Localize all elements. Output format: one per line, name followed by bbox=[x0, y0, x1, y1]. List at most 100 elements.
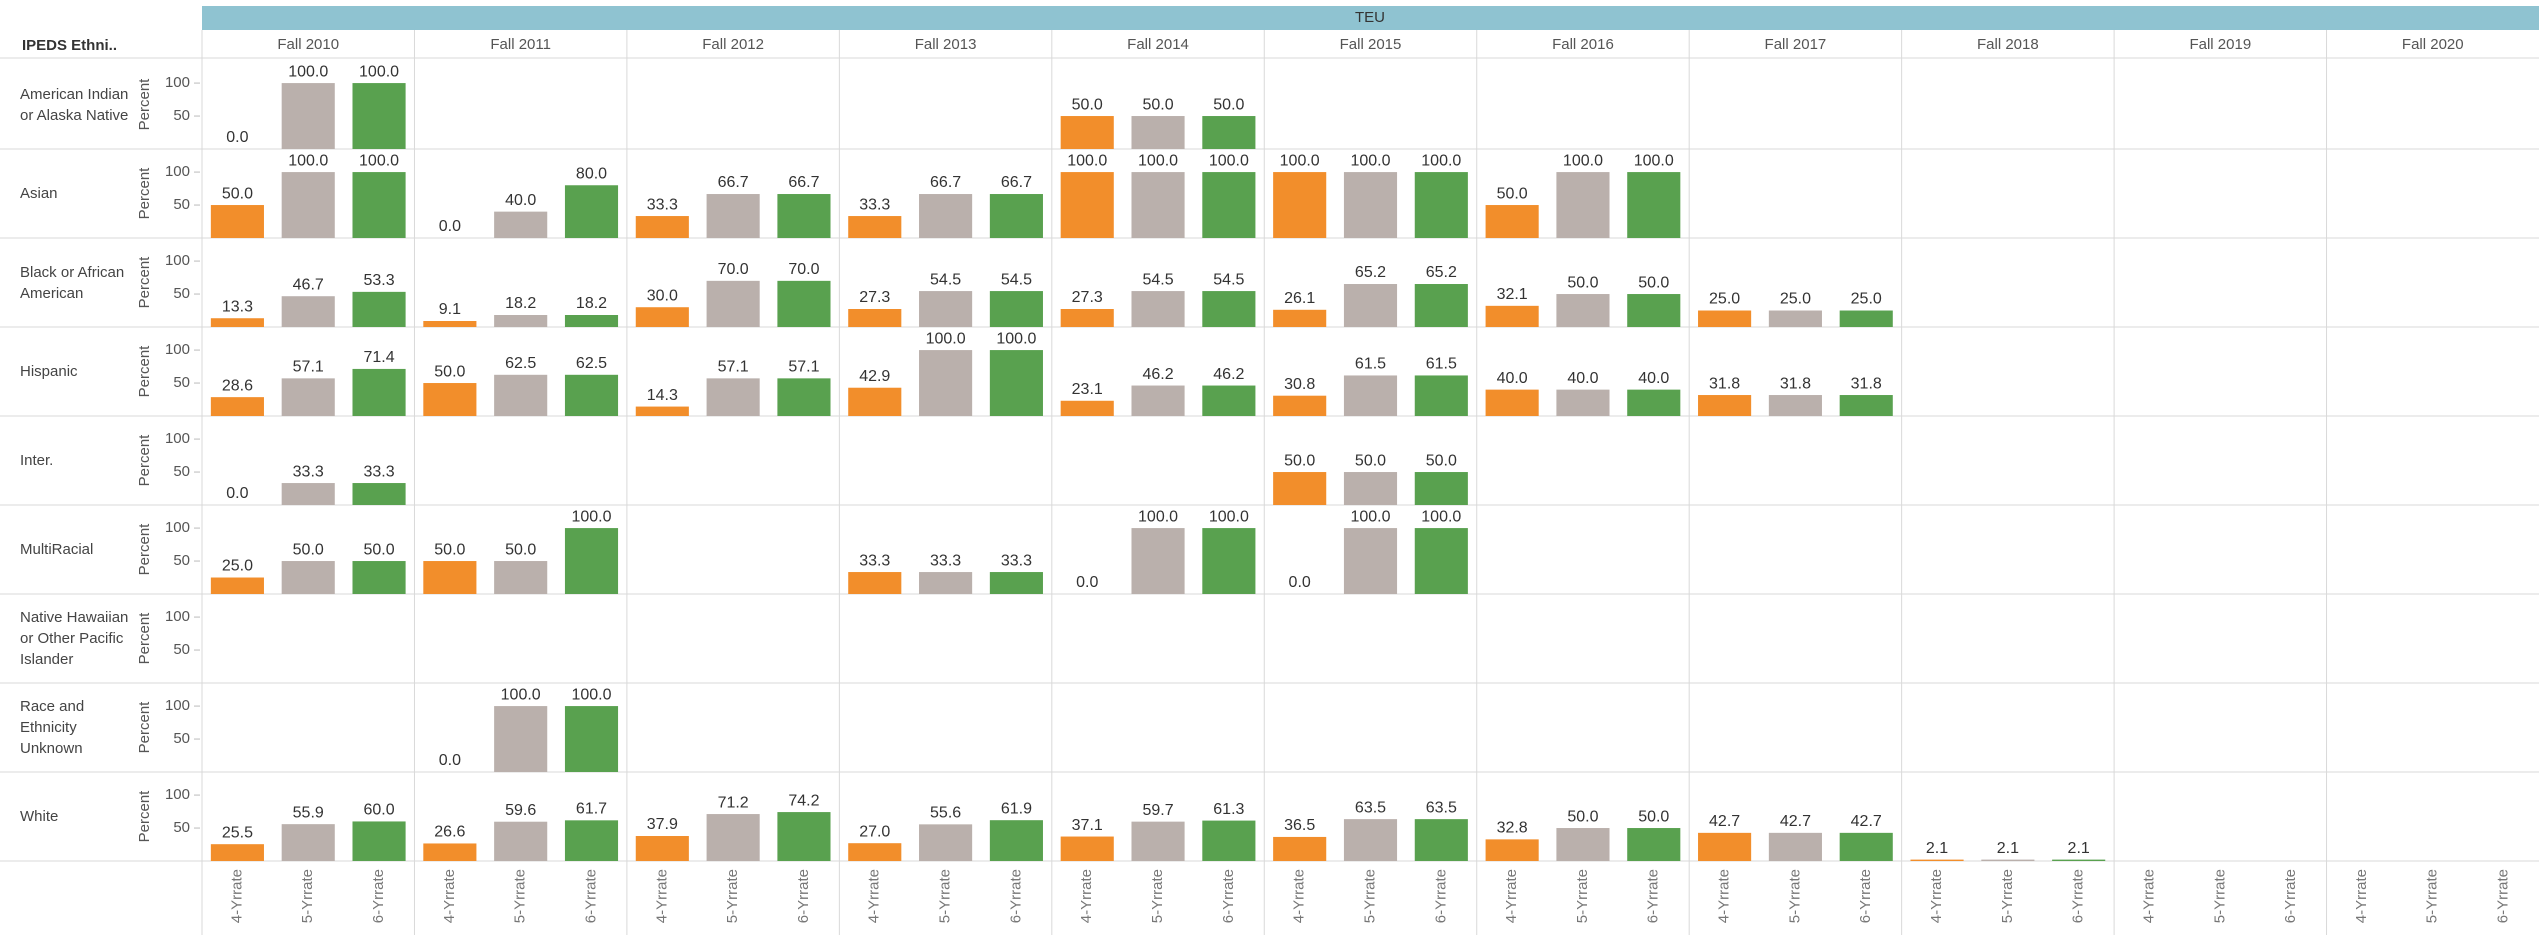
row-label: Asian bbox=[20, 185, 58, 202]
value-label: 18.2 bbox=[576, 295, 607, 312]
bar bbox=[635, 836, 689, 861]
value-label: 54.5 bbox=[1142, 271, 1173, 288]
bar bbox=[1414, 472, 1468, 505]
bar bbox=[1343, 819, 1398, 861]
bar bbox=[706, 814, 760, 861]
bar bbox=[423, 843, 477, 861]
bar bbox=[1343, 472, 1398, 505]
value-label: 0.0 bbox=[1076, 574, 1098, 591]
bar bbox=[1273, 309, 1327, 327]
value-label: 55.6 bbox=[930, 805, 961, 822]
value-label: 50.0 bbox=[505, 541, 536, 558]
bar bbox=[989, 572, 1043, 594]
column-header: Fall 2012 bbox=[702, 36, 764, 53]
bar bbox=[1414, 172, 1468, 238]
x-tick-label: 4-Yrrate bbox=[1928, 869, 1945, 923]
bar bbox=[919, 194, 973, 238]
value-label: 50.0 bbox=[1142, 96, 1173, 113]
value-label: 46.2 bbox=[1142, 366, 1173, 383]
y-tick-label: 100 bbox=[165, 786, 190, 803]
bar bbox=[1060, 116, 1114, 149]
value-label: 74.2 bbox=[788, 792, 819, 809]
bar bbox=[210, 844, 264, 861]
x-tick-label: 6-Yrrate bbox=[795, 869, 812, 923]
value-label: 0.0 bbox=[439, 218, 461, 235]
value-label: 50.0 bbox=[1072, 96, 1103, 113]
bar bbox=[1698, 310, 1752, 327]
x-tick-label: 6-Yrrate bbox=[1007, 869, 1024, 923]
bar bbox=[352, 483, 406, 505]
value-label: 42.7 bbox=[1851, 813, 1882, 830]
y-tick-label: 50 bbox=[173, 196, 190, 213]
x-tick-label: 4-Yrrate bbox=[1291, 869, 1308, 923]
column-header: Fall 2017 bbox=[1765, 36, 1827, 53]
column-header: Fall 2013 bbox=[915, 36, 977, 53]
bar bbox=[1768, 395, 1822, 416]
value-label: 27.3 bbox=[1072, 289, 1103, 306]
x-tick-label: 5-Yrrate bbox=[1999, 869, 2016, 923]
value-label: 50.0 bbox=[222, 185, 253, 202]
bar bbox=[989, 350, 1043, 416]
row-label: Race and Ethnicity Unknown bbox=[20, 698, 85, 757]
row-label: Black or African American bbox=[20, 263, 125, 302]
bar bbox=[1414, 375, 1468, 416]
bar bbox=[1273, 836, 1327, 861]
value-label: 50.0 bbox=[363, 541, 394, 558]
value-label: 66.7 bbox=[718, 174, 749, 191]
bar bbox=[1060, 309, 1114, 327]
x-tick-label: 6-Yrrate bbox=[2282, 869, 2299, 923]
bar bbox=[494, 374, 548, 416]
value-label: 18.2 bbox=[505, 295, 536, 312]
value-label: 50.0 bbox=[434, 363, 465, 380]
bar bbox=[989, 291, 1043, 327]
x-tick-label: 5-Yrrate bbox=[1361, 869, 1378, 923]
bar bbox=[1627, 828, 1681, 861]
y-tick-label: 100 bbox=[165, 608, 190, 625]
bar bbox=[1131, 385, 1185, 416]
bar bbox=[777, 280, 831, 327]
bar bbox=[1060, 836, 1114, 861]
value-label: 28.6 bbox=[222, 377, 253, 394]
value-label: 100.0 bbox=[359, 152, 399, 169]
value-label: 32.1 bbox=[1497, 286, 1528, 303]
x-tick-label: 4-Yrrate bbox=[1078, 869, 1095, 923]
y-tick-label: 100 bbox=[165, 252, 190, 269]
bar bbox=[1556, 172, 1610, 238]
bar bbox=[1202, 820, 1256, 861]
bar bbox=[494, 821, 548, 861]
value-label: 62.5 bbox=[505, 355, 536, 372]
value-label: 100.0 bbox=[288, 152, 328, 169]
y-tick-label: 50 bbox=[173, 285, 190, 302]
y-tick-label: 50 bbox=[173, 463, 190, 480]
bar bbox=[2052, 859, 2106, 861]
bar bbox=[1485, 839, 1539, 861]
bar bbox=[1343, 284, 1398, 327]
value-label: 54.5 bbox=[930, 271, 961, 288]
value-label: 46.7 bbox=[293, 276, 324, 293]
x-tick-label: 6-Yrrate bbox=[2495, 869, 2512, 923]
value-label: 55.9 bbox=[293, 804, 324, 821]
value-label: 71.4 bbox=[363, 349, 394, 366]
value-label: 100.0 bbox=[926, 330, 966, 347]
bar bbox=[564, 706, 619, 772]
bar bbox=[494, 315, 548, 327]
bar bbox=[777, 378, 831, 416]
y-axis-label: Percent bbox=[136, 701, 153, 754]
x-tick-label: 6-Yrrate bbox=[1857, 869, 1874, 923]
bar bbox=[848, 572, 902, 594]
y-tick-label: 100 bbox=[165, 519, 190, 536]
bar bbox=[1414, 284, 1468, 327]
value-label: 50.0 bbox=[1638, 274, 1669, 291]
bar bbox=[1202, 116, 1256, 149]
y-tick-label: 100 bbox=[165, 430, 190, 447]
bar bbox=[848, 309, 902, 327]
y-tick-label: 50 bbox=[173, 374, 190, 391]
y-axis-label: Percent bbox=[136, 256, 153, 309]
row-label: White bbox=[20, 808, 59, 825]
y-tick-label: 50 bbox=[173, 107, 190, 124]
bar bbox=[1414, 528, 1468, 594]
value-label: 62.5 bbox=[576, 355, 607, 372]
value-label: 53.3 bbox=[363, 272, 394, 289]
bar bbox=[210, 577, 264, 594]
